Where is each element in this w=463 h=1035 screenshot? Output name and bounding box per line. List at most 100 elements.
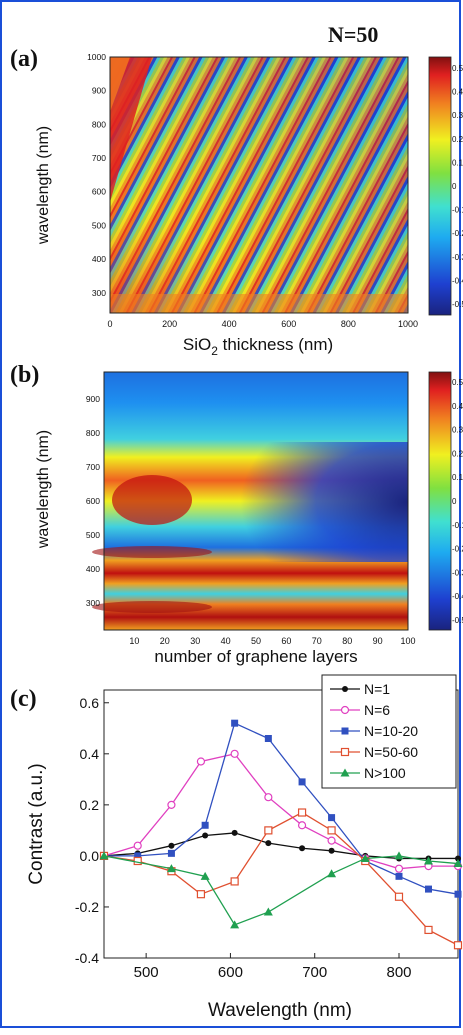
panel-c-legend: N=1 N=6 N=10-20 N=50-60 N>100 [321, 674, 457, 789]
series-n-50-60 [99, 808, 463, 950]
panel-a-y-tick-label: 1000 [87, 52, 106, 62]
panel-a-y-tick-label: 900 [92, 86, 106, 96]
series-point-n-10-20 [425, 885, 432, 893]
series-point-n-6 [196, 757, 206, 766]
panel-c-x-tick-label: 500 [134, 964, 159, 981]
panel-a-x-axis-label-tail: thickness (nm) [218, 335, 333, 354]
panel-b-x-tick-label: 60 [281, 636, 291, 646]
panel-b-colorbar-ticks: 0.5 0.4 0.3 0.2 0.1 0 -0.1 -0.2 -0.3 -0.4 -0.5 [452, 378, 463, 625]
series-point-n-50-60 [196, 890, 206, 899]
panel-c-y-tick-label: -0.2 [75, 899, 99, 915]
series-point-n-100 [394, 851, 404, 860]
panel-a-heatmap [109, 56, 409, 314]
series-point-n-100 [424, 856, 433, 865]
panel-c-x-axis-label: Wavelength (nm) [208, 1000, 352, 1021]
series-point-n-50-60 [394, 892, 404, 901]
panel-c-x-tick-label: 600 [218, 964, 243, 981]
panel-a-colorbar-tick-label: -0.3 [452, 253, 463, 262]
legend-marker-n-1 [342, 686, 348, 692]
panel-a-y-tick-label: 600 [92, 187, 106, 197]
panel-b-heatmap [92, 371, 409, 631]
panel-a-y-tick-label: 400 [92, 254, 106, 264]
legend-label: N=50-60 [364, 744, 418, 760]
panel-b-y-tick-label: 500 [86, 530, 100, 540]
panel-b-y-tick-label: 900 [86, 394, 100, 404]
legend-marker-n-6 [340, 705, 350, 715]
panel-c-y-ticks: 0.6 0.4 0.2 0.0 -0.2 -0.4 [75, 695, 109, 966]
panel-c-series [99, 719, 463, 950]
series-point-n-10-20 [395, 872, 403, 880]
series-line-n-6 [103, 753, 458, 870]
series-point-n-100 [453, 859, 463, 868]
panel-c-y-tick-label: 0.0 [80, 848, 100, 864]
panel-c-y-tick-label: 0.4 [80, 746, 100, 762]
series-line-n-10-20 [104, 722, 459, 895]
series-point-n-6 [230, 749, 239, 758]
series-point-n-1 [328, 847, 335, 854]
panel-a-x-tick-label: 600 [281, 319, 296, 329]
series-point-n-10-20 [134, 852, 142, 860]
panel-a-colorbar-tick-label: 0 [452, 182, 457, 191]
series-point-n-100 [99, 851, 109, 860]
panel-a-colorbar-tick-label: -0.1 [452, 206, 463, 215]
panel-c-y-tick-label: -0.4 [75, 950, 99, 966]
panel-a-y-axis-label: wavelength (nm) [35, 126, 52, 245]
series-line-n-50-60 [103, 811, 459, 946]
panel-a-colorbar-tick-label: -0.5 [452, 300, 463, 309]
figure-label: N=50 [328, 22, 378, 47]
panel-c-y-tick-label: 0.2 [80, 797, 100, 813]
series-n-6 [99, 749, 463, 873]
panel-a-y-tick-label: 500 [92, 220, 106, 230]
panel-b-x-tick-label: 70 [312, 636, 322, 646]
panel-a-colorbar-ticks: 0.5 0.4 0.3 0.2 0.1 0 -0.1 -0.2 -0.3 -0.4 -0.5 [452, 64, 463, 309]
legend-label: N>100 [364, 765, 406, 781]
series-point-n-100 [166, 864, 176, 873]
series-point-n-1 [202, 832, 209, 839]
series-point-n-10-20 [298, 778, 306, 786]
panel-b-x-tick-label: 20 [160, 636, 170, 646]
panel-b-label: (b) [10, 362, 39, 388]
panel-a-y-tick-label: 800 [92, 119, 106, 129]
panel-b-colorbar [428, 371, 452, 631]
series-point-n-100 [230, 920, 240, 929]
panel-a-label: (a) [10, 46, 38, 72]
legend-label: N=1 [364, 681, 390, 697]
panel-a-colorbar-tick-label: 0.4 [452, 88, 463, 97]
series-point-n-10-20 [264, 734, 272, 742]
legend-label: N=6 [364, 702, 390, 718]
series-point-n-10-20 [167, 849, 175, 857]
series-point-n-50-60 [327, 826, 336, 835]
panel-b-y-tick-label: 800 [86, 428, 100, 438]
panel-a-x-tick-label: 0 [107, 319, 112, 329]
panel-b-y-tick-label: 700 [86, 462, 100, 472]
panel-a-x-tick-label: 200 [162, 319, 177, 329]
panel-c-y-axis-label: Contrast (a.u.) [26, 763, 47, 884]
panel-b-x-tick-label: 90 [373, 636, 383, 646]
panel-c-y-tick-label: 0.6 [80, 695, 100, 711]
panel-b-colorbar-tick-label: 0.4 [452, 402, 463, 411]
series-point-n-10-20 [201, 821, 209, 829]
series-point-n-50-60 [264, 826, 273, 835]
series-point-n-100 [200, 871, 210, 880]
panel-c: (c) 0.6 0.4 0.2 0.0 -0.2 -0.4 500 600 700 800 N=… [10, 674, 463, 1021]
panel-b-y-tick-label: 300 [86, 598, 100, 608]
series-point-n-6 [297, 821, 307, 830]
panel-a-x-axis-label-main: SiO [183, 335, 211, 354]
panel-b-colorbar-tick-label: 0.1 [452, 473, 463, 482]
legend-marker-n-10-20 [341, 727, 349, 735]
series-point-n-50-60 [133, 856, 142, 866]
panel-a-colorbar-tick-label: 0.1 [452, 158, 463, 167]
panel-b-colorbar-tick-label: -0.5 [452, 616, 463, 625]
series-point-n-1 [231, 829, 238, 836]
panel-a-y-tick-label: 700 [92, 153, 106, 163]
panel-a-x-axis-label-sub: 2 [211, 344, 218, 358]
panel-a-colorbar-tick-label: 0.3 [452, 111, 463, 120]
series-point-n-10-20 [454, 890, 462, 898]
panel-b-colorbar-tick-label: -0.2 [452, 545, 463, 554]
panel-a-y-ticks: 300 400 500 600 700 800 900 1000 [87, 52, 106, 298]
series-point-n-6 [264, 793, 273, 802]
panel-b-colorbar-tick-label: -0.3 [452, 568, 463, 577]
